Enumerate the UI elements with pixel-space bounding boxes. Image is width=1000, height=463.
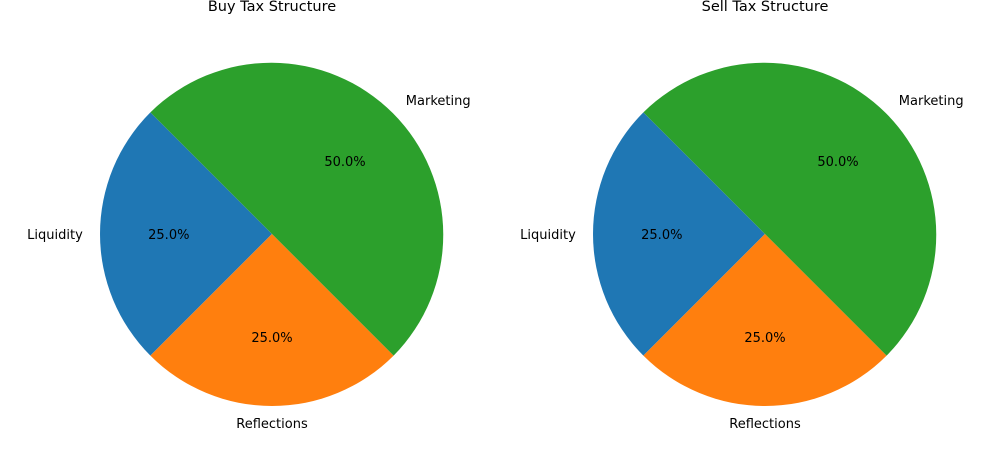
buy-tax-pie-chart: Liquidity 25.0% Reflections 25.0% Marketing 5… [27, 0, 470, 432]
percent-label: 25.0% [251, 331, 292, 346]
pie-slice-liquidity [593, 112, 765, 356]
pie-slice-marketing [150, 62, 444, 356]
pie-slice-liquidity [100, 112, 273, 356]
percent-label: 25.0% [744, 331, 785, 346]
percent-label: 25.0% [148, 228, 189, 243]
sell-tax-pie-chart: Liquidity 25.0% Reflections 25.0% Marketing 5… [520, 0, 963, 432]
percent-label: 50.0% [817, 155, 858, 170]
slice-label: Reflections [236, 417, 308, 432]
slice-label: Marketing [899, 94, 964, 109]
chart-title: Sell Tax Structure [702, 0, 829, 15]
pie-slice-reflections [150, 234, 394, 406]
slice-label: Reflections [729, 417, 801, 432]
percent-label: 50.0% [324, 155, 365, 170]
pie-slice-reflections [643, 234, 887, 406]
percent-label: 25.0% [641, 228, 682, 243]
pie-slice-marketing [643, 62, 937, 356]
slice-label: Liquidity [520, 228, 576, 243]
slice-label: Liquidity [27, 228, 83, 243]
slice-label: Marketing [406, 94, 471, 109]
chart-title: Buy Tax Structure [208, 0, 336, 15]
